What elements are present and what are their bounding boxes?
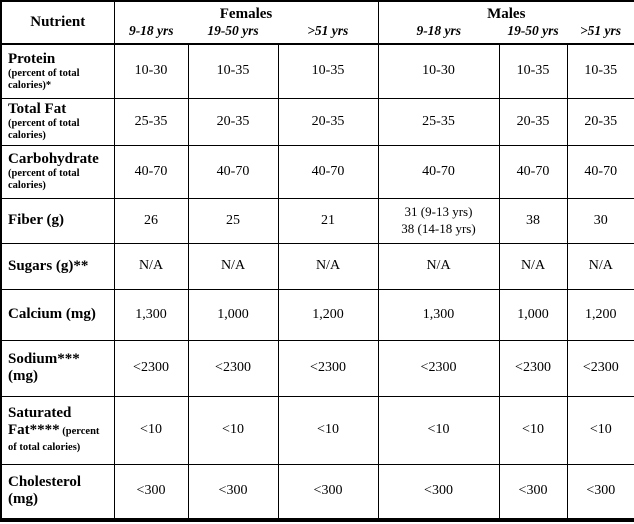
row-label: Calcium (mg): [0, 288, 115, 341]
header-age-males-9-18: 9-18 yrs: [377, 23, 499, 45]
row-label-text: Sugars (g)**: [8, 257, 89, 274]
row-label-text: Sodium*** (mg): [8, 351, 80, 384]
value-cell: N/A: [566, 242, 634, 290]
row-label: Carbohydrate (percent of total calories): [0, 144, 115, 199]
value-cell: <2300: [566, 339, 634, 397]
value-cell: 10-35: [498, 43, 568, 99]
row-label-note: (percent of total calories): [8, 117, 80, 141]
table-row: Saturated Fat**** (percent of total calo…: [0, 395, 634, 465]
row-label-note: (percent of total calories): [8, 425, 100, 454]
value-cell: 10-35: [187, 43, 279, 99]
table-row: Sodium*** (mg) <2300 <2300 <2300 <2300 <2300 <…: [0, 339, 634, 397]
row-label: Total Fat (percent of total calories): [0, 97, 115, 146]
value-cell: 21: [277, 197, 379, 244]
value-cell: 26: [113, 197, 189, 244]
row-label-text: Calcium (mg): [8, 306, 96, 323]
row-label: Saturated Fat**** (percent of total calo…: [0, 395, 115, 465]
value-cell: 1,200: [566, 288, 634, 341]
header-age-row: 9-18 yrs 19-50 yrs >51 yrs 9-18 yrs 19-5…: [1, 23, 634, 45]
header-age-females-19-50: 19-50 yrs: [188, 23, 278, 45]
row-label-text: Carbohydrate: [8, 151, 99, 168]
value-cell: 20-35: [187, 97, 279, 146]
value-cell: <300: [277, 463, 379, 521]
value-cell: <10: [277, 395, 379, 465]
row-label-text: Protein: [8, 50, 56, 67]
header-group-females: Females: [219, 5, 273, 22]
value-cell: 31 (9-13 yrs) 38 (14-18 yrs): [377, 197, 500, 244]
value-cell: 1,000: [498, 288, 568, 341]
value-cell: 10-30: [377, 43, 500, 99]
value-cell: <2300: [187, 339, 279, 397]
value-cell: 40-70: [566, 144, 634, 199]
row-label: Cholesterol (mg): [0, 463, 115, 521]
header-group-row: Nutrient Females Males: [1, 1, 634, 45]
value-cell: 10-35: [566, 43, 634, 99]
value-cell: <10: [498, 395, 568, 465]
header-age-males-19-50: 19-50 yrs: [499, 23, 567, 45]
value-cell: N/A: [187, 242, 279, 290]
value-cell: 40-70: [277, 144, 379, 199]
value-cell: 40-70: [113, 144, 189, 199]
value-cell: 40-70: [498, 144, 568, 199]
value-cell: N/A: [113, 242, 189, 290]
value-cell: 10-30: [113, 43, 189, 99]
value-cell: <2300: [498, 339, 568, 397]
value-cell: <300: [377, 463, 500, 521]
value-cell: N/A: [377, 242, 500, 290]
value-cell: <300: [566, 463, 634, 521]
value-cell: 40-70: [187, 144, 279, 199]
row-label-note: (percent of total calories): [8, 167, 80, 191]
value-cell: 40-70: [377, 144, 500, 199]
value-cell: <10: [113, 395, 189, 465]
value-cell: 25-35: [377, 97, 500, 146]
value-cell: 1,300: [377, 288, 500, 341]
value-cell: 25: [187, 197, 279, 244]
row-label-text: Cholesterol (mg): [8, 474, 82, 508]
value-cell: <10: [377, 395, 500, 465]
value-cell: <300: [187, 463, 279, 521]
value-cell: 1,000: [187, 288, 279, 341]
value-cell: 20-35: [498, 97, 568, 146]
value-cell: N/A: [498, 242, 568, 290]
table-row: Cholesterol (mg) <300 <300 <300 <300 <300 <300: [0, 463, 634, 521]
value-cell: 1,200: [277, 288, 379, 341]
row-label-text: Saturated Fat****: [8, 404, 72, 438]
value-cell: <300: [498, 463, 568, 521]
header-age-females-9-18: 9-18 yrs: [114, 23, 188, 45]
value-cell: 30: [566, 197, 634, 244]
value-cell: <2300: [277, 339, 379, 397]
value-cell: 25-35: [113, 97, 189, 146]
table-row: Fiber (g) 26 25 21 31 (9-13 yrs) 38 (14-18 y…: [0, 197, 634, 244]
table-header: Nutrient Females Males 9-18 yrs 19-50 yr…: [1, 1, 634, 45]
table-row: Sugars (g)** N/A N/A N/A N/A N/A N/A: [0, 242, 634, 290]
value-cell: <10: [566, 395, 634, 465]
value-cell: <2300: [113, 339, 189, 397]
row-label: Fiber (g): [0, 197, 115, 244]
row-label-text: Fiber (g): [8, 212, 64, 229]
table-body: Protein (percent of total calories)* 10-30…: [0, 43, 634, 521]
header-group-males: Males: [377, 1, 634, 23]
header-age-males-51plus: >51 yrs: [567, 23, 634, 45]
row-label: Sodium*** (mg): [0, 339, 115, 397]
header-nutrient-label: Nutrient: [1, 1, 115, 45]
table-row: Total Fat (percent of total calories) 25-3…: [0, 97, 634, 146]
table-row: Carbohydrate (percent of total calories) 4…: [0, 144, 634, 199]
table-row: Calcium (mg) 1,300 1,000 1,200 1,300 1,000 1,2…: [0, 288, 634, 341]
row-label-note: (percent of total calories)*: [8, 67, 80, 91]
value-cell: 38: [498, 197, 568, 244]
value-cell: 1,300: [113, 288, 189, 341]
header-age-females-51plus: >51 yrs: [278, 23, 378, 45]
row-label: Sugars (g)**: [0, 242, 115, 290]
value-cell: <2300: [377, 339, 500, 397]
value-cell: <300: [113, 463, 189, 521]
row-label: Protein (percent of total calories)*: [0, 43, 115, 99]
value-cell: N/A: [277, 242, 379, 290]
value-cell: <10: [187, 395, 279, 465]
value-cell: 20-35: [566, 97, 634, 146]
row-label-text: Total Fat: [8, 101, 67, 118]
value-cell: 10-35: [277, 43, 379, 99]
value-cell: 20-35: [277, 97, 379, 146]
table-row: Protein (percent of total calories)* 10-30…: [0, 43, 634, 99]
